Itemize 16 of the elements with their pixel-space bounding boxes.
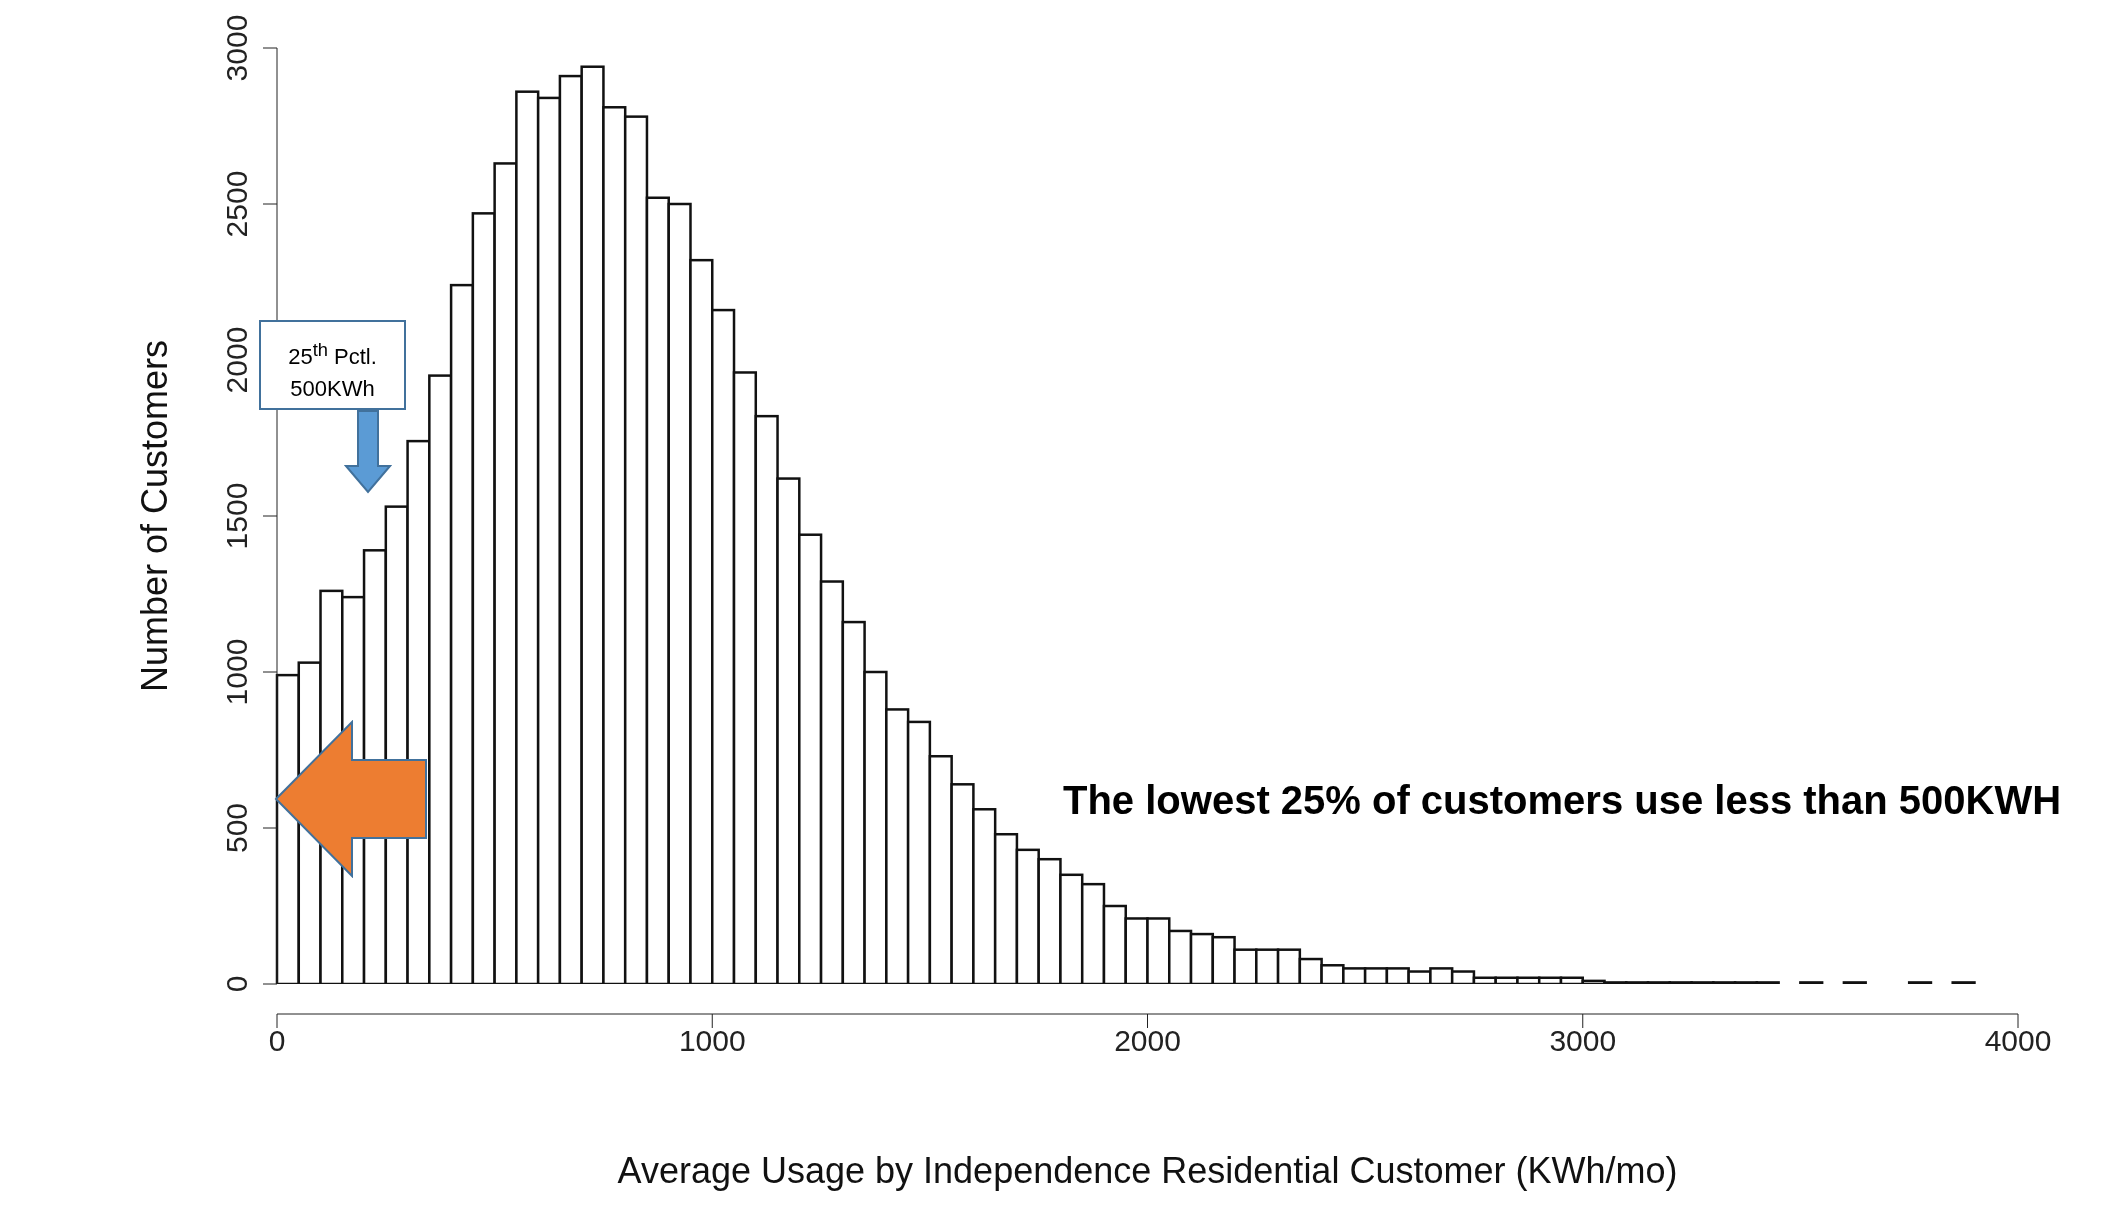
x-tick-label: 1000: [678, 1024, 746, 1058]
y-tick-label: 500: [220, 802, 253, 854]
y-tick-label: 1000: [220, 638, 253, 706]
y-axis-title: Number of Customers: [134, 339, 175, 693]
x-tick-label: 2000: [1114, 1024, 1181, 1058]
y-tick-label: 0: [220, 975, 253, 993]
y-tick-label: 2500: [220, 170, 253, 238]
x-tick-label: 0: [268, 1024, 286, 1058]
y-tick-label: 1500: [220, 482, 253, 550]
y-tick-label: 3000: [220, 14, 253, 82]
x-tick-label: 4000: [1984, 1024, 2052, 1058]
annotation: The lowest 25% of customers use less than 500KWH: [1063, 778, 2062, 823]
x-tick-label: 3000: [1549, 1024, 1617, 1058]
annotation: 25$^{th}$ Pctl. 500KWh: [288, 339, 377, 402]
y-tick-label: 2000: [220, 326, 253, 394]
x-axis-title: Average Usage by Independence Residential Customer (KWh/mo): [617, 1150, 1678, 1191]
